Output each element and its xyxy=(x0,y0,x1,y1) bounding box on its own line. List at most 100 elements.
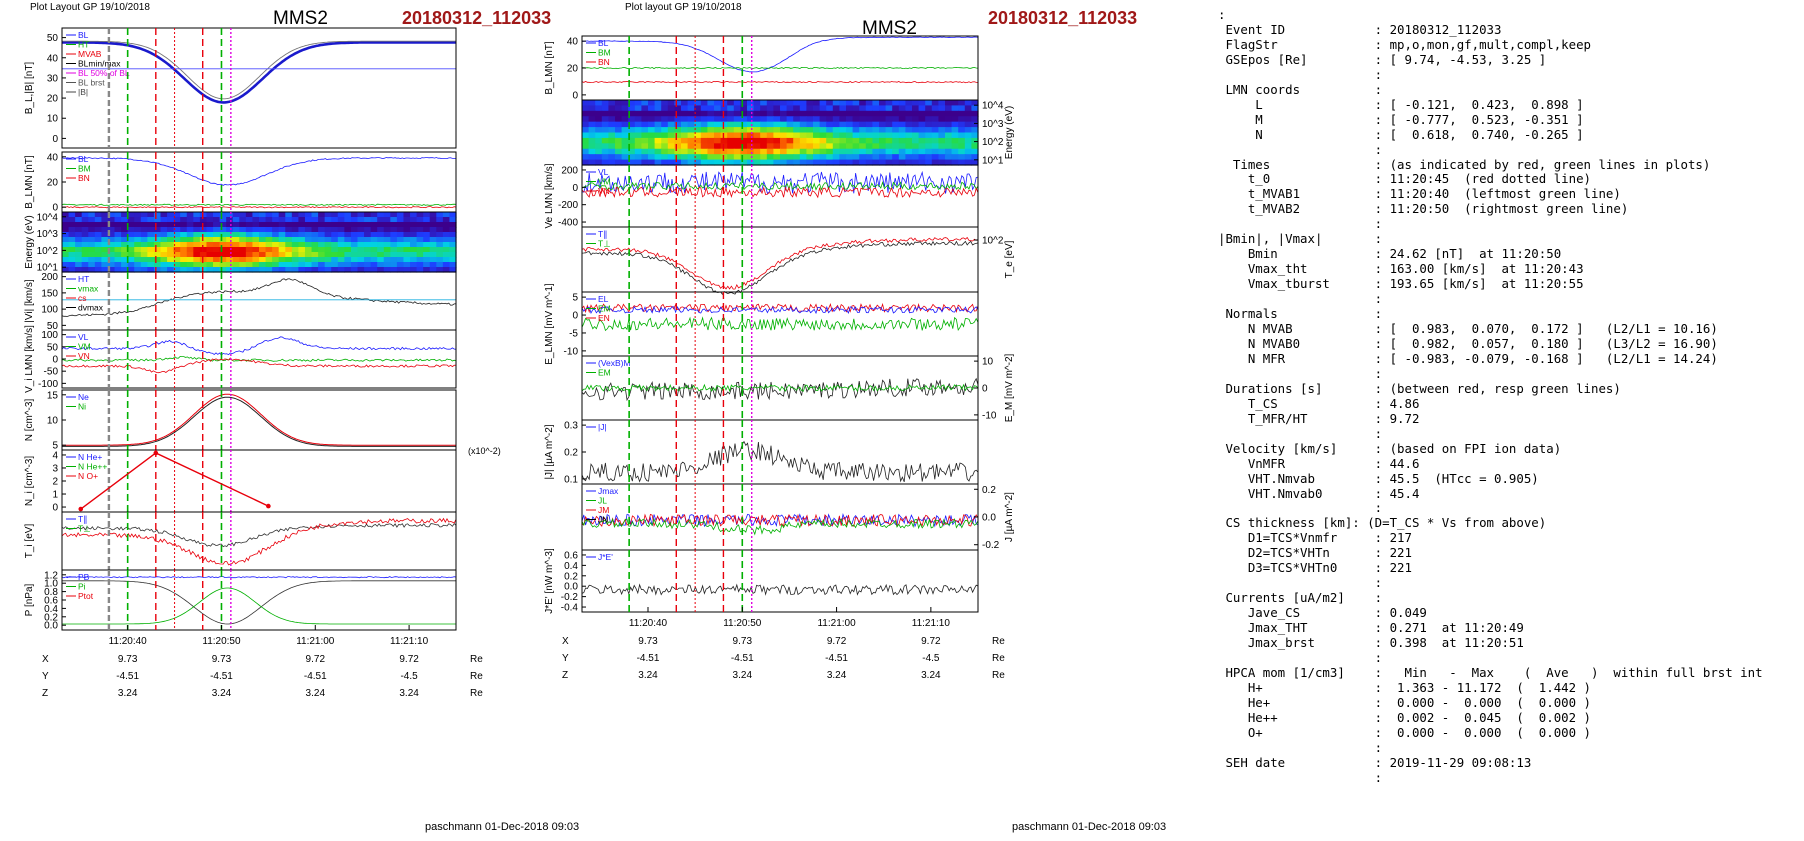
spectrogram-cell xyxy=(879,143,887,150)
spectrogram-cell xyxy=(826,127,834,134)
ephemeris-value: -4.51 xyxy=(637,653,660,664)
spectrogram-cell xyxy=(687,143,695,150)
spectrogram-cell xyxy=(232,222,240,228)
spectrogram-cell xyxy=(912,159,920,166)
spectrogram-cell xyxy=(226,262,234,268)
spectrogram-cell xyxy=(872,132,880,139)
info-line: LMN coords : xyxy=(1218,81,1383,97)
spectrogram-cell xyxy=(681,143,689,150)
spectrogram-cell xyxy=(383,267,391,273)
spectrogram-cell xyxy=(350,232,359,238)
spectrogram-cell xyxy=(694,121,702,128)
spectrogram-cell xyxy=(945,121,953,128)
spectrogram-cell xyxy=(885,137,893,144)
spectrogram-cell xyxy=(707,132,715,139)
spectrogram-cell xyxy=(206,257,214,263)
spectrogram-cell xyxy=(918,105,926,112)
spectrogram-cell xyxy=(160,227,168,233)
ephemeris-value: 3.24 xyxy=(827,670,847,681)
spectrogram-cell xyxy=(938,105,946,112)
he-plusplus-point xyxy=(78,506,84,512)
spectrogram-cell xyxy=(232,232,240,238)
spectrogram-cell xyxy=(291,257,299,263)
y-tick-label: 10^4 xyxy=(982,101,1004,112)
spectrogram-cell xyxy=(898,105,906,112)
spectrogram-cell xyxy=(239,212,247,218)
spectrogram-cell xyxy=(180,227,188,233)
spectrogram-cell xyxy=(140,237,148,243)
spectrogram-cell xyxy=(127,262,135,268)
spectrogram-cell xyxy=(127,227,135,233)
y-tick-label: 0 xyxy=(52,203,58,214)
spectrogram-cell xyxy=(826,132,834,139)
spectrogram-cell xyxy=(628,132,636,139)
ephemeris-value: 9.72 xyxy=(921,636,941,647)
spectrogram-cell xyxy=(740,105,748,112)
y-tick-label: -10 xyxy=(564,346,579,357)
spectrogram-cell xyxy=(773,110,781,117)
spectrogram-cell xyxy=(114,212,122,218)
spectrogram-cell xyxy=(285,237,293,243)
spectrogram-cell xyxy=(272,227,280,233)
spectrogram-cell xyxy=(429,217,437,223)
spectrogram-cell xyxy=(766,100,774,107)
spectrogram-cell xyxy=(747,148,755,155)
spectrogram-cell xyxy=(964,159,972,166)
info-line: FlagStr : mp,o,mon,gf,mult,compl,keep xyxy=(1218,36,1591,52)
spectrogram-cell xyxy=(383,262,391,268)
spectrogram-cell xyxy=(94,257,102,263)
left-event-id: 20180312_112033 xyxy=(402,8,552,28)
spectrogram-cell xyxy=(925,100,933,107)
spectrogram-cell xyxy=(331,227,339,233)
legend-entry: BL xyxy=(598,38,609,48)
spectrogram-cell xyxy=(641,121,649,128)
spectrogram-cell xyxy=(153,252,162,258)
info-line: D3=TCS*VHTn0 : 221 xyxy=(1218,560,1412,576)
spectrogram-cell xyxy=(687,159,695,166)
spectrogram-cell xyxy=(588,105,596,112)
y-tick-label: -100 xyxy=(38,379,58,390)
spectrogram-cell xyxy=(687,132,695,139)
legend-entry: T⊥ xyxy=(598,239,611,249)
x-tick-label: 11:21:00 xyxy=(817,618,856,629)
y-axis-label: P [nPa] xyxy=(24,583,35,616)
spectrogram-cell xyxy=(885,132,893,139)
spectrogram-cell xyxy=(786,116,794,123)
y-axis-label: J [µA m^-2] xyxy=(1004,492,1015,542)
spectrogram-cell xyxy=(872,137,880,144)
spectrogram-cell xyxy=(449,232,457,238)
legend-entry: N He+ xyxy=(78,452,102,462)
spectrogram-cell xyxy=(714,127,722,134)
spectrogram-cell xyxy=(799,137,807,144)
series-line xyxy=(581,185,979,199)
y-tick-label: 0 xyxy=(572,311,578,322)
spectrogram-cell xyxy=(403,237,411,243)
spectrogram-cell xyxy=(648,154,656,161)
spectrogram-cell xyxy=(245,257,254,263)
spectrogram-cell xyxy=(350,262,359,268)
spectrogram-cell xyxy=(377,212,385,218)
spectrogram-cell xyxy=(278,217,286,223)
y-tick-label: 0 xyxy=(572,90,578,101)
spectrogram-cell xyxy=(377,237,385,243)
spectrogram-cell xyxy=(753,137,761,144)
spectrogram-cell xyxy=(773,105,781,112)
spectrogram-cell xyxy=(931,110,939,117)
spectrogram-cell xyxy=(707,148,715,155)
spectrogram-cell xyxy=(648,143,656,150)
spectrogram-cell xyxy=(773,116,781,123)
spectrogram-cell xyxy=(938,159,946,166)
spectrogram-cell xyxy=(733,100,741,107)
spectrogram-cell xyxy=(298,222,306,228)
spectrogram-cell xyxy=(193,242,201,248)
spectrogram-cell xyxy=(88,242,96,248)
series-line xyxy=(581,81,979,84)
spectrogram-cell xyxy=(442,252,451,258)
spectrogram-cell xyxy=(905,159,913,166)
spectrogram-cell xyxy=(786,148,794,155)
spectrogram-cell xyxy=(436,242,444,248)
spectrogram-cell xyxy=(951,116,959,123)
spectrogram-cell xyxy=(160,232,168,238)
spectrogram-cell xyxy=(285,232,293,238)
spectrogram-cell xyxy=(832,105,840,112)
